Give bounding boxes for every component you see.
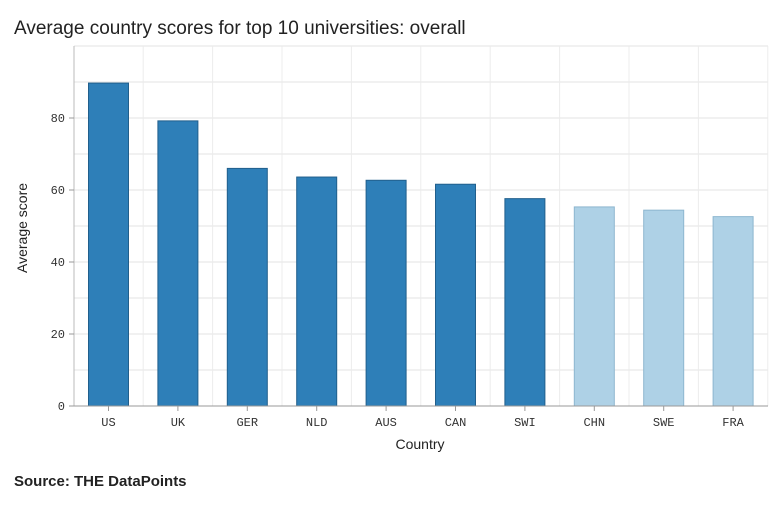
x-tick-labels: US UK GER NLD AUS CAN SWI CHN SWE FRA	[101, 416, 744, 430]
x-axis-label: Country	[395, 436, 444, 452]
x-tick-label: CHN	[583, 416, 605, 430]
y-axis-label: Average score	[14, 183, 30, 273]
bar-can[interactable]	[435, 183, 476, 407]
x-tick-label: CAN	[445, 416, 467, 430]
bar-swe[interactable]	[643, 209, 685, 407]
x-tick-label: GER	[236, 416, 258, 430]
axes	[69, 46, 768, 411]
y-tick-label: 40	[51, 256, 65, 270]
bar-ger[interactable]	[226, 167, 268, 407]
bar-chn[interactable]	[573, 206, 615, 407]
x-tick-label: US	[101, 416, 115, 430]
source-note: Source: THE DataPoints	[14, 473, 187, 490]
bar-swi[interactable]	[504, 198, 546, 407]
bar-aus[interactable]	[365, 179, 407, 407]
x-tick-label: UK	[171, 416, 186, 430]
x-tick-label: NLD	[306, 416, 328, 430]
chart-title: Average country scores for top 10 univer…	[14, 18, 466, 39]
y-tick-label: 0	[58, 400, 65, 414]
x-tick-label: SWE	[653, 416, 675, 430]
y-tick-label: 60	[51, 184, 65, 198]
bars	[88, 82, 754, 407]
x-tick-label: AUS	[375, 416, 397, 430]
x-tick-label: FRA	[722, 416, 744, 430]
bar-fra[interactable]	[712, 216, 754, 407]
bar-us[interactable]	[88, 82, 129, 407]
bar-uk[interactable]	[157, 120, 199, 407]
x-tick-label: SWI	[514, 416, 536, 430]
bar-nld[interactable]	[296, 176, 338, 407]
y-tick-label: 20	[51, 328, 65, 342]
y-tick-labels: 0 20 40 60 80	[51, 112, 65, 414]
y-tick-label: 80	[51, 112, 65, 126]
